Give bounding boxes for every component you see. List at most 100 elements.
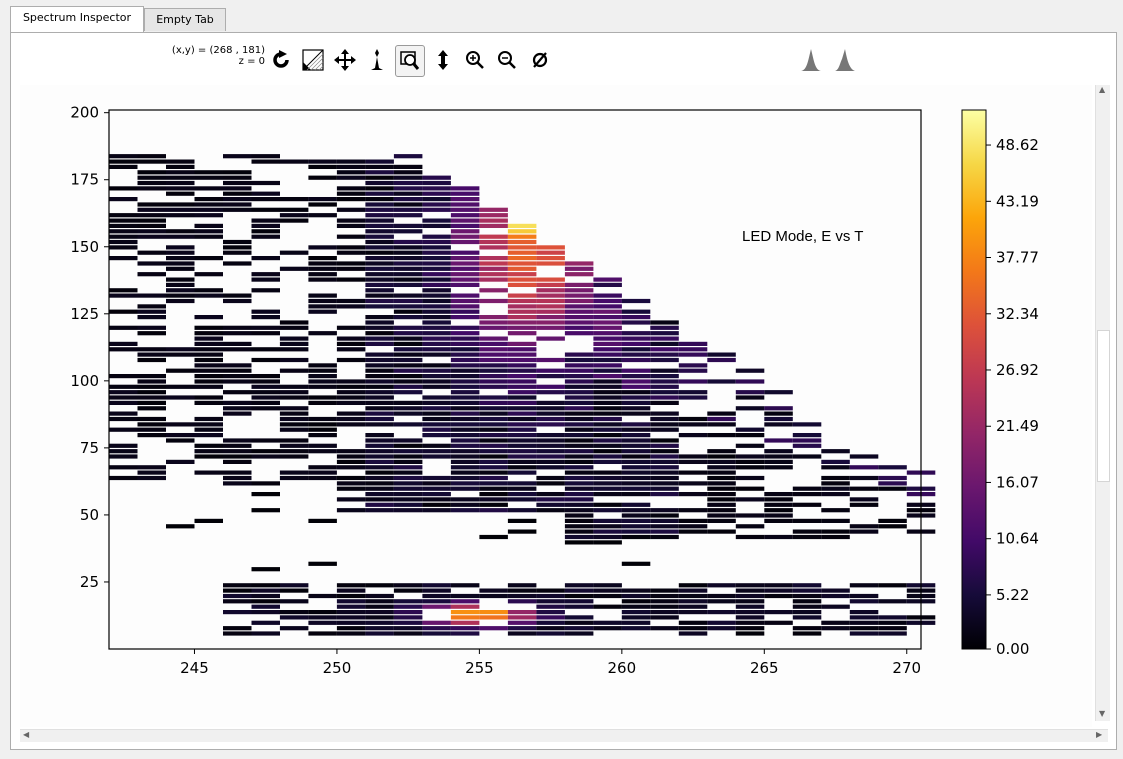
heatmap-cell (564, 588, 594, 593)
heatmap-cell (564, 400, 594, 405)
scroll-left-icon[interactable]: ◀ (23, 730, 30, 739)
spectrum-peak-button[interactable] (797, 45, 825, 75)
heatmap-cell (707, 492, 736, 497)
heatmap-cell (393, 599, 423, 604)
heatmap-cell (593, 293, 622, 298)
heatmap-cell (251, 400, 280, 405)
heatmap-cell (564, 459, 594, 464)
spectrum-peak-alt-button[interactable] (831, 45, 859, 75)
heatmap-cell (507, 449, 537, 454)
x-tick-label: 265 (750, 659, 779, 677)
heatmap-cell (507, 341, 537, 346)
heatmap-cell (450, 213, 480, 218)
heatmap-cell (393, 170, 423, 175)
heatmap-cell (536, 320, 565, 325)
clear-button[interactable] (526, 45, 554, 75)
heatmap-cell (194, 352, 223, 357)
heatmap-cell (422, 186, 451, 191)
heatmap-cell (194, 422, 223, 427)
heatmap-cell (564, 475, 594, 481)
heatmap-cell (479, 245, 508, 250)
heatmap-cell (251, 610, 280, 615)
heatmap-cell (536, 508, 565, 513)
heatmap-cell (109, 411, 138, 416)
heatmap-cell (621, 443, 651, 448)
heatmap-chart[interactable]: 245 250 255 260 265 270255075100125150175200 … (20, 85, 1092, 727)
zoom-in-button[interactable] (461, 45, 489, 75)
heatmap-cell (308, 384, 337, 389)
ratio-button[interactable] (299, 45, 327, 75)
heatmap-cell (479, 438, 508, 443)
scroll-up-icon[interactable]: ▲ (1099, 85, 1106, 94)
heatmap-cell (194, 347, 223, 352)
heatmap-cell (450, 470, 480, 475)
heatmap-cell (336, 245, 366, 250)
zoom-select-button[interactable] (395, 45, 425, 77)
heatmap-cell (393, 266, 423, 271)
zoom-out-button[interactable] (493, 45, 521, 75)
reset-button[interactable] (267, 45, 295, 75)
heatmap-cell (878, 626, 907, 631)
heatmap-cell (564, 626, 594, 631)
heatmap-cell (564, 438, 594, 443)
heatmap-cell (422, 481, 451, 486)
heatmap-cell (365, 400, 394, 405)
heatmap-cell (393, 164, 423, 169)
heatmap-cell (422, 309, 451, 314)
heatmap-cell (422, 475, 451, 481)
scroll-down-icon[interactable]: ▼ (1099, 709, 1106, 718)
heatmap-cell (308, 197, 337, 202)
heatmap-cell (621, 331, 651, 336)
heatmap-cell (308, 427, 337, 432)
heatmap-cell (137, 304, 166, 309)
heatmap-cell (450, 400, 480, 405)
heatmap-cell (279, 341, 309, 346)
heatmap-cell (393, 202, 423, 207)
pan-icon (334, 49, 356, 71)
heatmap-cell (878, 615, 907, 620)
heatmap-cell (336, 475, 366, 481)
heatmap-cell (365, 486, 394, 491)
heatmap-cell (365, 363, 394, 368)
x-tick-label: 270 (892, 659, 921, 677)
heatmap-cell (109, 223, 138, 228)
heatmap-cell (536, 374, 565, 379)
heatmap-cell (194, 400, 223, 405)
heatmap-cell (450, 631, 480, 636)
plot-area[interactable]: 245 250 255 260 265 270 25 50 75 100 125 150 175 200 … (20, 85, 1092, 727)
heatmap-cell (223, 202, 252, 207)
vertical-scrollbar[interactable]: ▲ ▼ (1095, 85, 1110, 721)
heatmap-cell (450, 465, 480, 470)
scroll-right-icon[interactable]: ▶ (1096, 730, 1103, 739)
heatmap-cell (792, 433, 822, 438)
heatmap-cell (507, 298, 537, 304)
heatmap-cell (308, 363, 337, 368)
heatmap-cell (308, 164, 337, 169)
heatmap-cell (564, 320, 594, 325)
peak-button[interactable] (363, 45, 391, 75)
heatmap-cell (650, 593, 679, 599)
heatmap-cell (564, 615, 594, 620)
heatmap-cell (507, 309, 537, 314)
heatmap-cell (223, 593, 252, 599)
heatmap-cell (593, 325, 622, 330)
heatmap-cell (393, 154, 423, 159)
heatmap-cell (564, 315, 594, 320)
heatmap-cell (707, 411, 736, 416)
colorbar-tick-label: 0.00 (996, 640, 1029, 658)
vertical-zoom-button[interactable] (429, 45, 457, 75)
tab-spectrum-inspector[interactable]: Spectrum Inspector (10, 6, 144, 32)
heatmap-cell (223, 170, 252, 175)
heatmap-cell (422, 593, 451, 599)
heatmap-cell (650, 529, 679, 534)
horizontal-scrollbar[interactable]: ◀ ▶ (20, 729, 1108, 742)
heatmap-cell (650, 459, 679, 464)
pan-button[interactable] (331, 45, 359, 75)
heatmap-cell (393, 229, 423, 234)
vertical-scroll-thumb[interactable] (1097, 330, 1110, 482)
heatmap-cell (223, 583, 252, 588)
heatmap-cell (137, 186, 166, 191)
heatmap-cell (393, 443, 423, 448)
tab-empty[interactable]: Empty Tab (144, 8, 226, 31)
heatmap-cell (849, 524, 879, 529)
